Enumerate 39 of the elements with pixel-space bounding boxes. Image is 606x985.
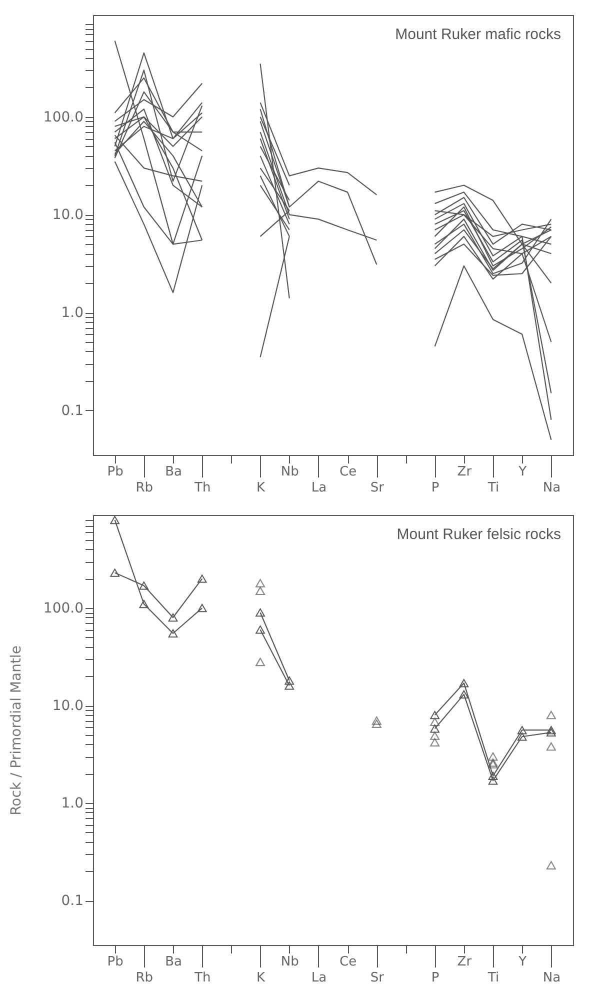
y-tick-label: 1.0	[61, 796, 84, 812]
y-tick-label: 10.0	[52, 207, 84, 224]
x-tick-label: Na	[542, 970, 561, 985]
x-tick-label: Th	[193, 480, 211, 496]
x-tick-label: Ti	[486, 970, 500, 985]
y-tick-label: 10.0	[52, 698, 84, 714]
x-tick-label: Rb	[136, 480, 154, 496]
x-tick-label: Sr	[370, 480, 385, 496]
x-tick-label: La	[311, 970, 327, 985]
y-tick-label: 100.0	[43, 109, 84, 126]
x-tick-label: Pb	[107, 954, 124, 970]
x-tick-label: Ce	[340, 464, 357, 480]
x-tick-label: Ba	[165, 954, 182, 970]
annotation: Mount Ruker felsic rocks	[396, 526, 561, 543]
x-tick-label: Zr	[457, 464, 472, 480]
x-tick-label: K	[256, 970, 266, 985]
x-tick-label: Ba	[165, 464, 182, 480]
x-tick-label: Ce	[340, 954, 357, 970]
x-tick-label: Pb	[107, 464, 124, 480]
x-tick-label: Y	[518, 954, 527, 970]
x-tick-label: P	[431, 970, 440, 985]
x-tick-label: Nb	[280, 464, 299, 480]
x-tick-label: Rb	[136, 970, 154, 985]
x-tick-label: P	[431, 480, 440, 496]
x-tick-label: Th	[193, 970, 211, 985]
y-tick-label: 0.1	[61, 893, 84, 910]
x-tick-label: Zr	[457, 954, 472, 970]
y-tick-label: 100.0	[43, 600, 84, 617]
y-tick-label: 1.0	[61, 305, 84, 322]
x-tick-label: Y	[518, 464, 527, 480]
y-tick-label: 0.1	[61, 402, 84, 419]
x-tick-label: K	[256, 480, 266, 496]
x-tick-label: Ti	[486, 480, 500, 496]
x-tick-label: Na	[542, 480, 561, 496]
x-tick-label: Nb	[280, 954, 299, 970]
y-axis-title: Rock / Primordial Mantle	[8, 646, 24, 816]
annotation: Mount Ruker mafic rocks	[395, 26, 561, 43]
x-tick-label: Sr	[370, 970, 385, 985]
x-tick-label: La	[311, 480, 327, 496]
